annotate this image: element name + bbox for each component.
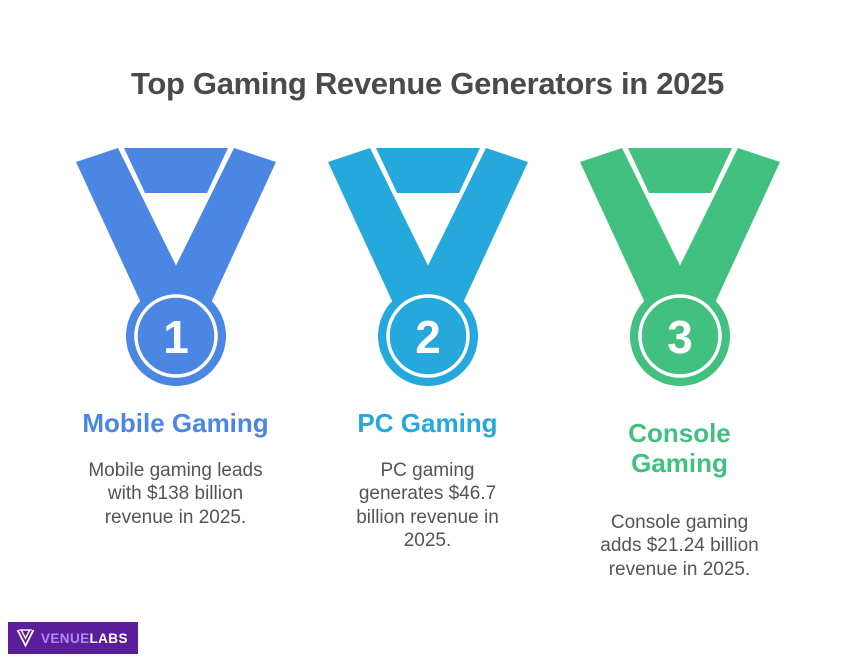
medal-disc xyxy=(377,286,478,386)
medal-disc xyxy=(125,286,226,386)
brand-name: VENUELABS xyxy=(41,631,128,646)
venuelabs-v-logo-icon xyxy=(16,629,35,648)
rank-3-column: 3 Console Gaming Console gaming adds $21… xyxy=(570,148,790,581)
silver-medal-icon: 2 xyxy=(327,148,528,386)
ribbon-right-strap xyxy=(413,148,528,318)
category-title-console-gaming: Console Gaming xyxy=(628,418,731,478)
ribbon-left-strap xyxy=(327,148,442,318)
brand-name-venue: VENUE xyxy=(41,630,90,646)
ribbon-right-strap xyxy=(161,148,276,318)
ribbon-right-strap xyxy=(665,148,780,318)
ribbon-top-band xyxy=(123,148,228,193)
page-title: Top Gaming Revenue Generators in 2025 xyxy=(130,66,724,101)
ribbon-left-strap xyxy=(579,148,694,318)
medal-row: 1 Mobile Gaming Mobile gaming leads with… xyxy=(0,148,855,581)
ribbon-top-band xyxy=(627,148,732,193)
rank-2-column: 2 PC Gaming PC gaming generates $46.7 bi… xyxy=(318,148,538,581)
category-title-mobile-gaming: Mobile Gaming xyxy=(82,408,269,438)
category-description: PC gaming generates $46.7 billion revenu… xyxy=(356,459,499,552)
rank-number: 1 xyxy=(163,311,189,363)
rank-number: 3 xyxy=(667,311,693,363)
gold-medal-icon: 1 xyxy=(75,148,276,386)
medal-inner-ring xyxy=(637,294,722,378)
category-description: Console gaming adds $21.24 billion reven… xyxy=(600,511,759,580)
rank-1-column: 1 Mobile Gaming Mobile gaming leads with… xyxy=(66,148,286,581)
medal-inner-ring xyxy=(133,294,218,378)
medal-inner-ring xyxy=(385,294,470,378)
brand-name-labs: LABS xyxy=(89,630,128,646)
rank-number: 2 xyxy=(415,311,441,363)
category-description: Mobile gaming leads with $138 billion re… xyxy=(88,459,263,528)
ribbon-top-band xyxy=(375,148,480,193)
category-title-pc-gaming: PC Gaming xyxy=(357,408,498,438)
medal-disc xyxy=(629,286,730,386)
bronze-medal-icon: 3 xyxy=(579,148,780,386)
brand-badge: VENUELABS xyxy=(8,622,138,654)
ribbon-left-strap xyxy=(75,148,190,318)
